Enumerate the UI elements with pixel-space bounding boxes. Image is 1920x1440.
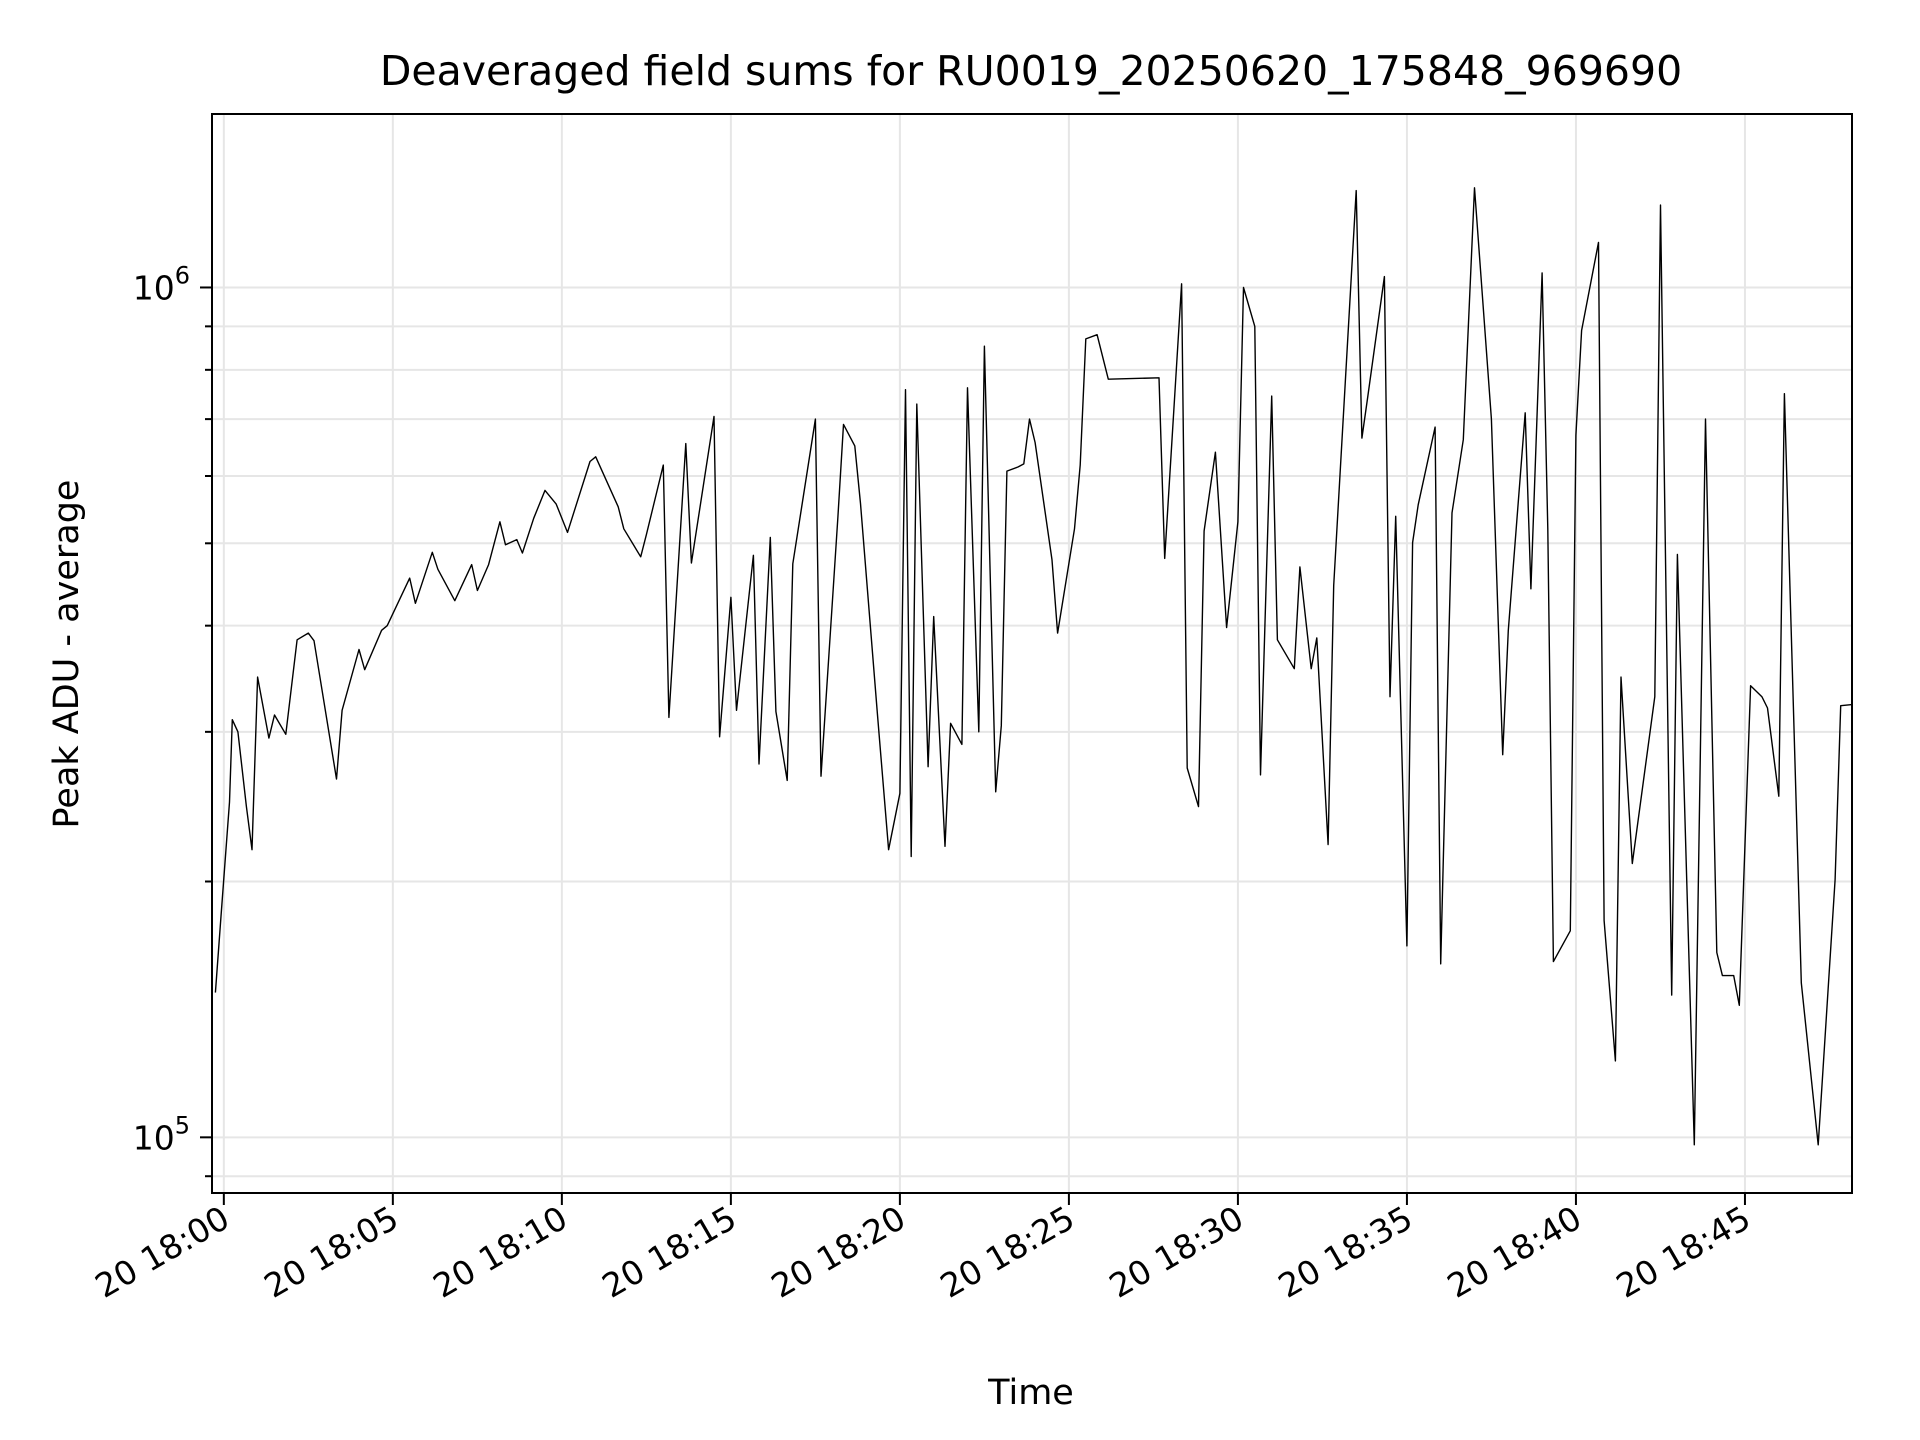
x-axis-title: Time bbox=[987, 1373, 1074, 1413]
chart-title: Deaveraged field sums for RU0019_2025062… bbox=[380, 47, 1682, 95]
y-tick-label: 106 bbox=[133, 261, 190, 307]
y-axis-title: Peak ADU - average bbox=[47, 480, 87, 829]
y-tick-label: 105 bbox=[133, 1111, 190, 1157]
plot-frame bbox=[211, 113, 1853, 1194]
series-layer bbox=[214, 187, 1853, 1146]
grid bbox=[212, 114, 1852, 1193]
data-series-line bbox=[214, 187, 1853, 1146]
